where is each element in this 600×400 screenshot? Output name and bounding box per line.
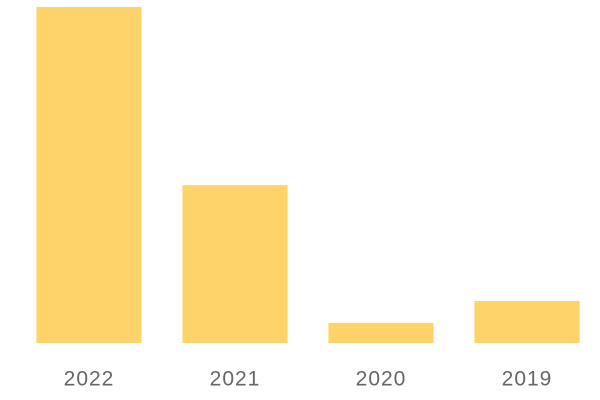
x-tick-label: 2022 <box>64 368 115 391</box>
bar <box>182 185 288 343</box>
bar <box>36 7 142 343</box>
x-tick-label: 2020 <box>356 368 407 391</box>
x-tick-label: 2021 <box>210 368 261 391</box>
x-tick-label: 2019 <box>502 368 553 391</box>
bar <box>474 301 580 343</box>
bar <box>328 322 434 343</box>
